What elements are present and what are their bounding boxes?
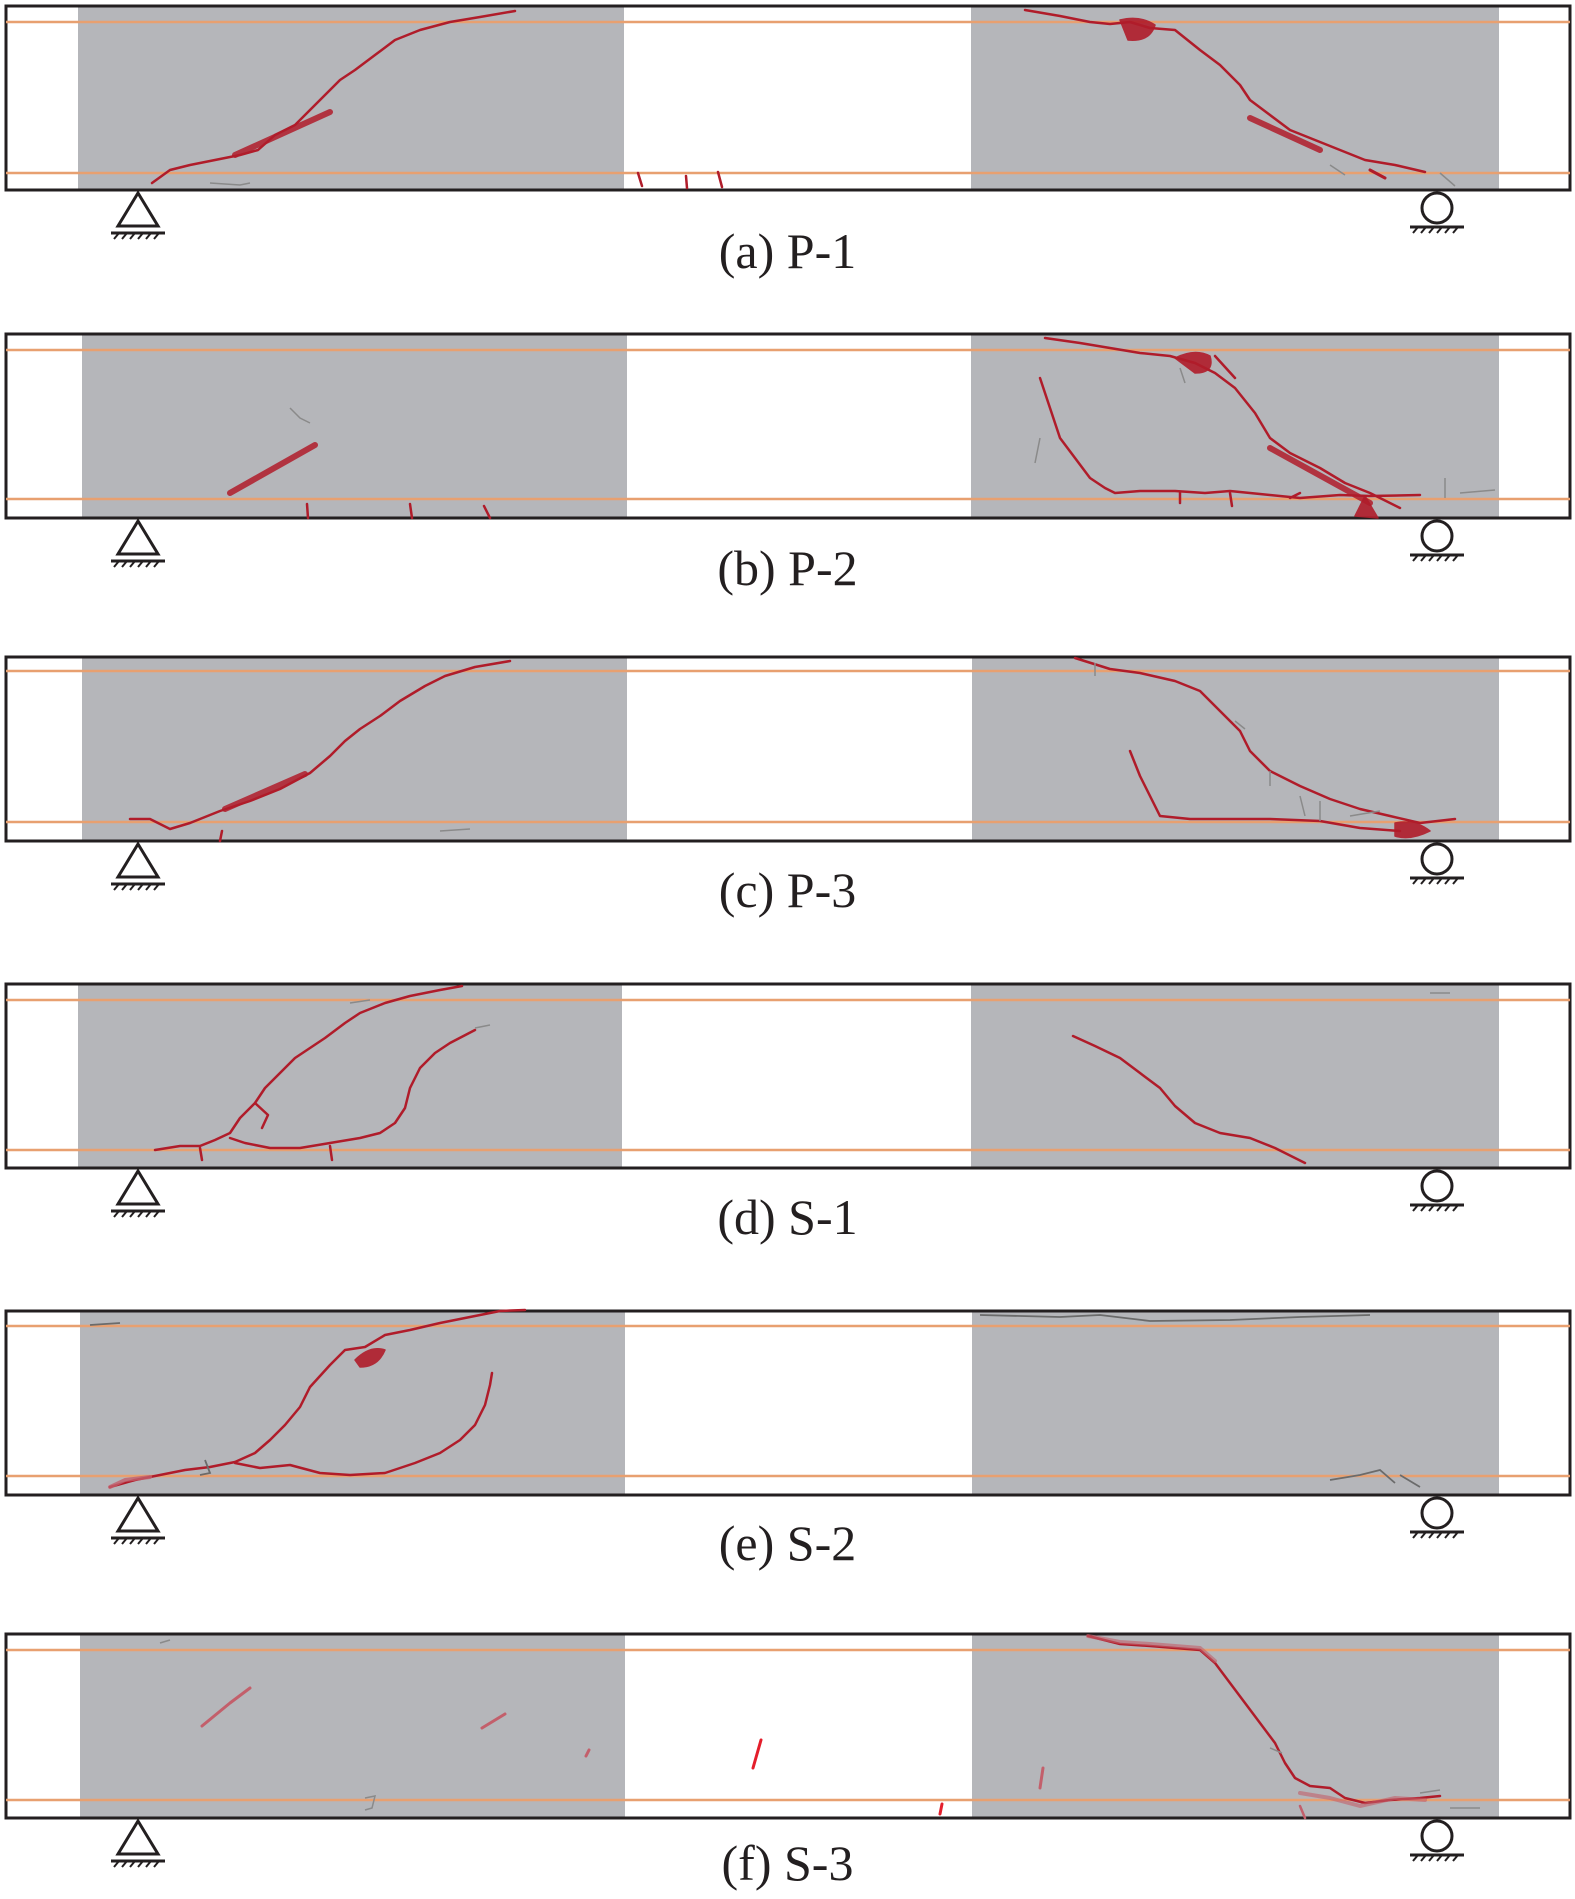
beam-outline [4,982,1572,1170]
roller-support-icon [1410,1819,1464,1862]
shear-span-right [972,658,1499,841]
beam-outline [4,1309,1572,1497]
roller-support-icon [1410,191,1464,234]
minor-cracks [289,367,1496,498]
shear-span-left [80,1635,625,1818]
pin-support-icon [111,190,165,240]
panel-d-caption: (d) S-1 [717,1189,858,1245]
minor-cracks [349,992,1450,1029]
minor-cracks [159,1639,1480,1811]
panel-d-beam [4,982,1572,1218]
panel-c-caption: (c) P-3 [718,862,857,918]
shear-span-right [971,985,1499,1168]
panel-a-caption: (a) P-1 [718,223,857,279]
crack-pattern [227,336,1422,520]
panel-f-beam [4,1632,1572,1868]
pin-support-icon [111,1168,165,1218]
shear-span-left [82,335,627,518]
shear-span-right [971,335,1499,518]
shear-span-right [972,1635,1499,1818]
pin-support-icon [111,841,165,891]
crack-pattern [108,1308,527,1489]
shear-span-left [78,985,622,1168]
minor-cracks [439,663,1381,832]
shear-span-left [82,658,627,841]
shear-span-left [80,1312,625,1495]
panel-e-beam [4,1308,1572,1545]
roller-support-icon [1410,1496,1464,1539]
beam-outline [4,1632,1572,1820]
panel-b-beam [4,332,1572,568]
pin-support-icon [111,1818,165,1868]
roller-support-icon [1410,1169,1464,1212]
panel-f-caption: (f) S-3 [721,1835,854,1891]
beam-outline [4,4,1572,192]
shear-span-right [971,7,1499,190]
shear-span-left [78,7,624,190]
panel-a-beam [4,4,1572,240]
crack-pattern [200,1634,1442,1820]
crack-pattern [153,984,1307,1165]
roller-support-icon [1410,842,1464,885]
pin-support-icon [111,518,165,568]
beam-outline [4,332,1572,520]
pin-support-icon [111,1495,165,1545]
crack-pattern [128,656,1457,843]
panel-e-caption: (e) S-2 [718,1515,857,1571]
beam-outline [4,655,1572,843]
panel-c-beam [4,655,1572,891]
shear-span-right [972,1312,1499,1495]
crack-pattern [150,8,1427,190]
minor-cracks [209,164,1456,187]
roller-support-icon [1410,519,1464,562]
panel-b-caption: (b) P-2 [717,540,858,596]
minor-cracks [89,1314,1421,1488]
